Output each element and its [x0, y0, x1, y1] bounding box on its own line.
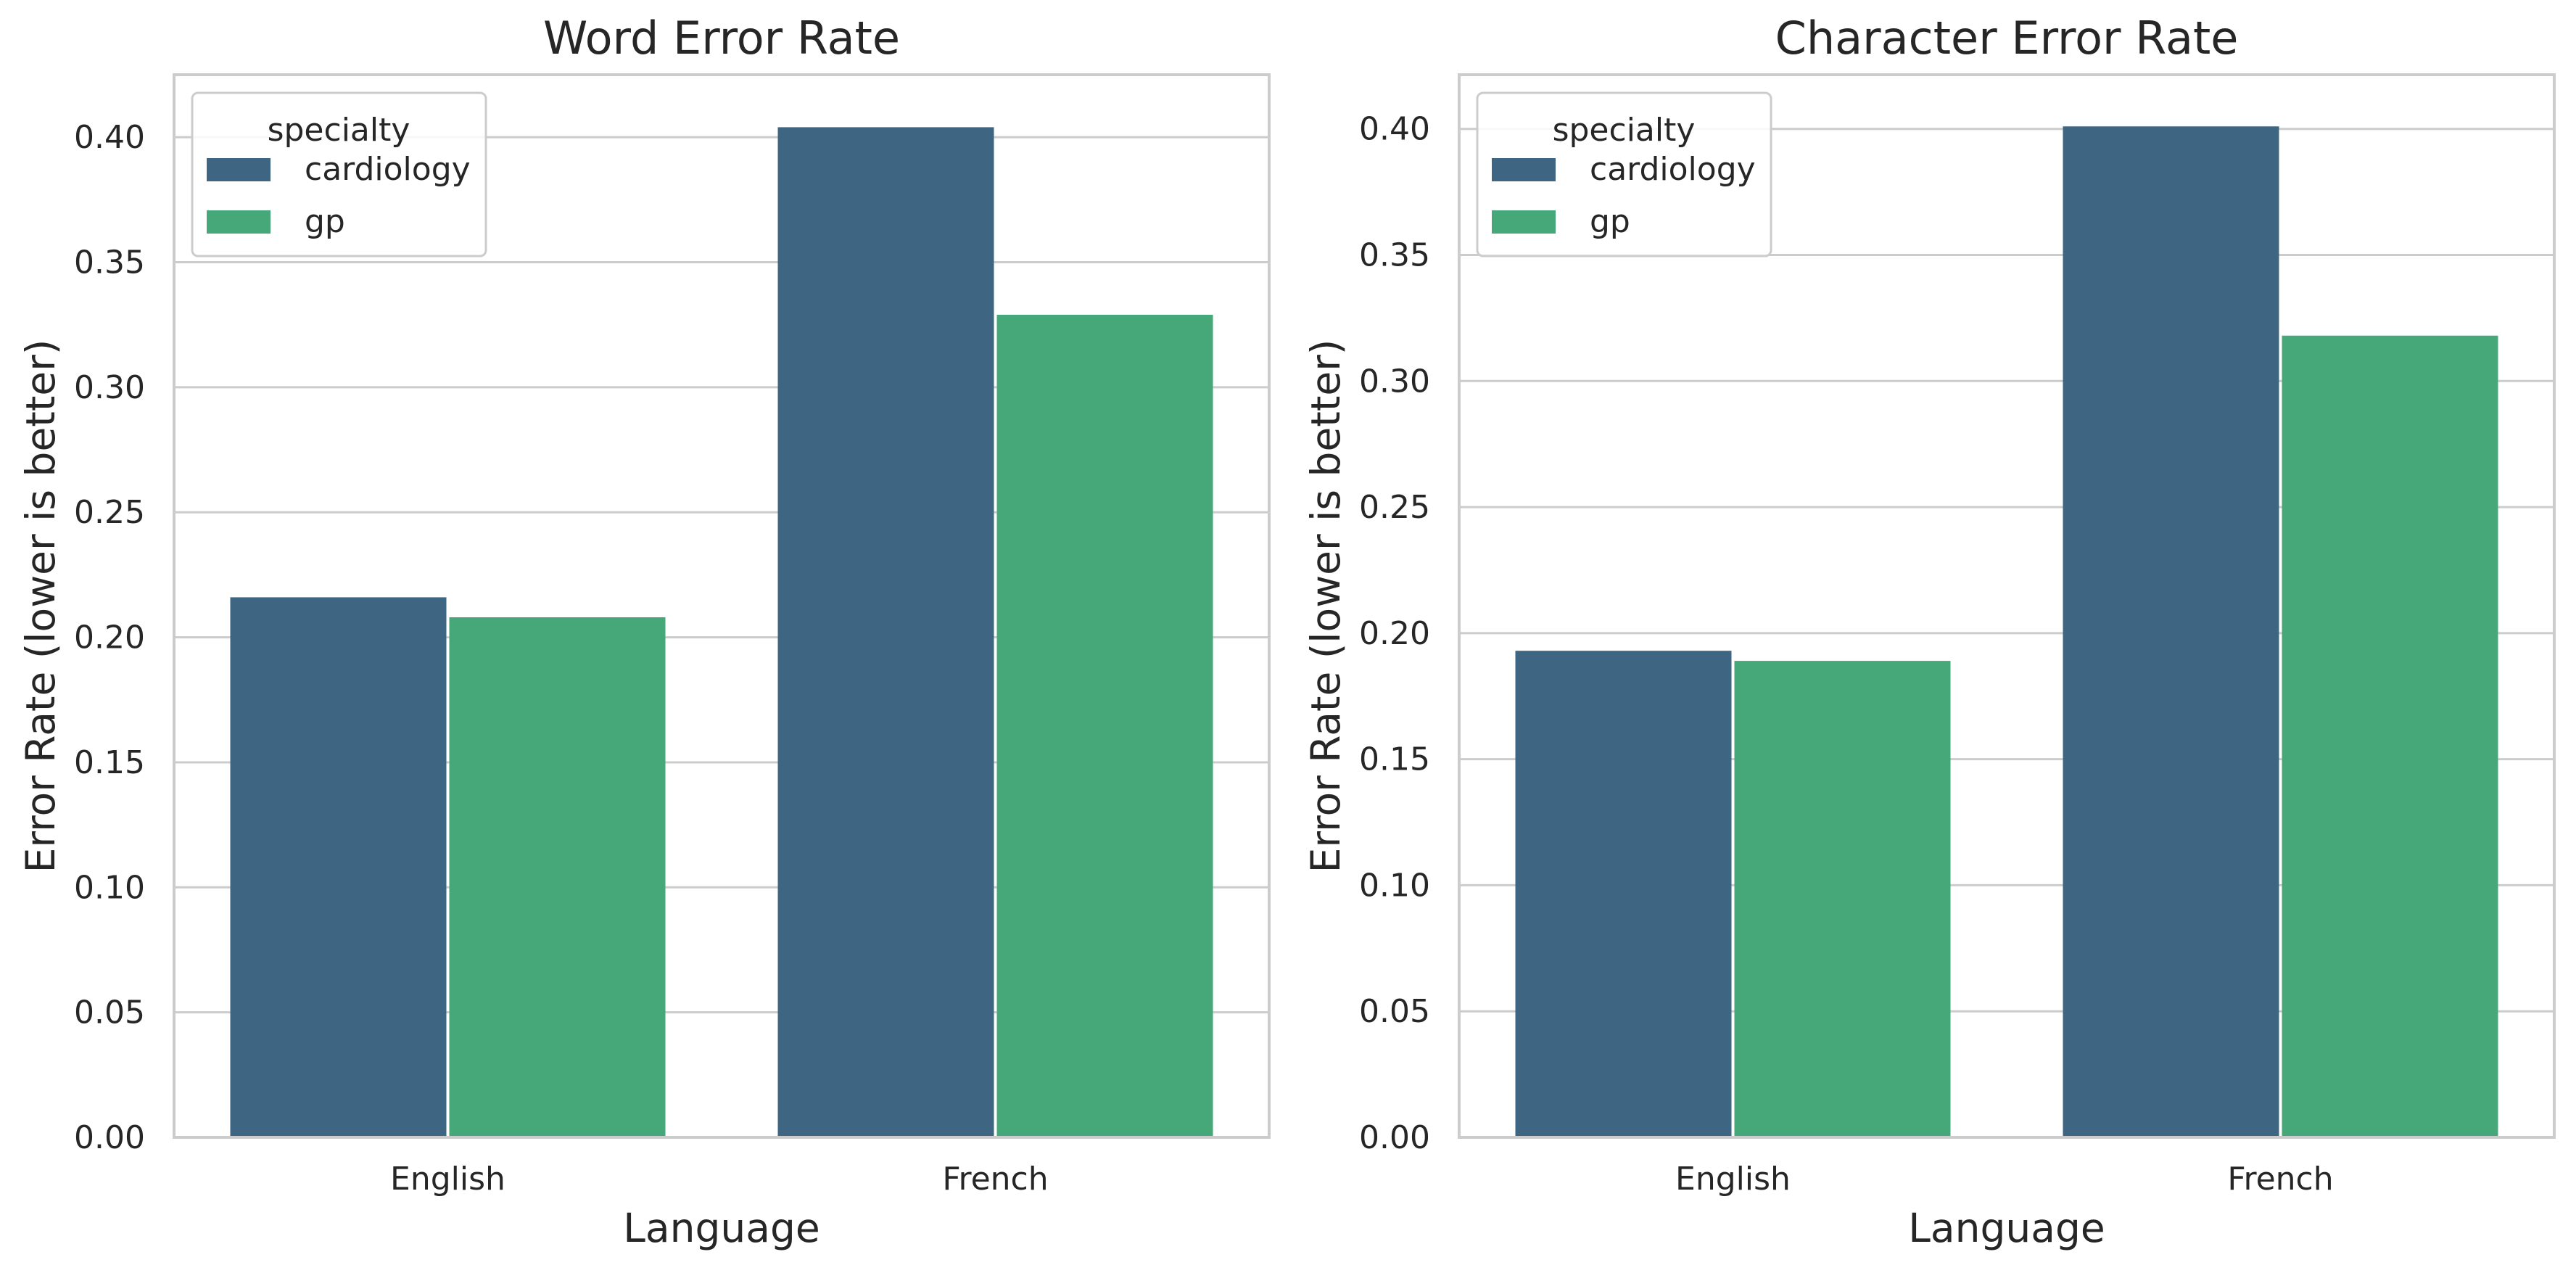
- y-tick-label: 0.05: [74, 994, 145, 1031]
- chart-title: Character Error Rate: [1775, 12, 2239, 65]
- y-tick-label: 0.40: [1359, 111, 1430, 148]
- legend-swatch-cardiology: [207, 158, 271, 181]
- y-tick-label: 0.30: [74, 369, 145, 406]
- bar-gp-french: [996, 314, 1213, 1138]
- legend-label-cardiology: cardiology: [305, 151, 471, 188]
- legend-swatch-gp: [207, 210, 271, 234]
- x-axis-label: Language: [1908, 1205, 2105, 1251]
- y-tick-label: 0.05: [1359, 993, 1430, 1030]
- y-axis-label: Error Rate (lower is better): [17, 339, 64, 873]
- bar-gp-english: [1734, 661, 1951, 1137]
- y-tick-label: 0.15: [74, 744, 145, 781]
- x-tick-label: English: [1675, 1161, 1791, 1198]
- bar-gp-english: [449, 617, 666, 1137]
- legend-swatch-gp: [1492, 210, 1556, 234]
- y-tick-label: 0.15: [1359, 741, 1430, 778]
- plot-frame: [1458, 73, 2556, 1139]
- bar-cardiology-french: [777, 127, 994, 1138]
- chart-panel-character-error-rate: 0.00 0.05 0.10 0.15 0.20 0.25 0.30 0.35 0.40 Engl…: [1303, 12, 2556, 1251]
- bar-gp-french: [2282, 335, 2498, 1137]
- y-tick-label: 0.25: [1359, 489, 1430, 526]
- y-tick-label: 0.10: [74, 869, 145, 906]
- y-tick-label: 0.25: [74, 494, 145, 531]
- bar-cardiology-english: [1515, 651, 1732, 1137]
- bar-cardiology-english: [230, 597, 447, 1137]
- legend-swatch-cardiology: [1492, 158, 1556, 181]
- x-tick-label: French: [942, 1161, 1048, 1198]
- y-tick-label: 0.30: [1359, 363, 1430, 400]
- legend-title: specialty: [1553, 112, 1696, 149]
- y-tick-label: 0.10: [1359, 867, 1430, 904]
- y-axis-label: Error Rate (lower is better): [1303, 339, 1349, 873]
- y-tick-label: 0.20: [1359, 615, 1430, 652]
- bar-cardiology-french: [2063, 126, 2279, 1138]
- y-tick-label: 0.35: [1359, 237, 1430, 274]
- chart-title: Word Error Rate: [543, 12, 900, 65]
- y-tick-label: 0.20: [74, 619, 145, 656]
- legend-label-gp: gp: [305, 203, 345, 240]
- legend-label-gp: gp: [1590, 203, 1630, 240]
- x-tick-label: English: [390, 1161, 505, 1198]
- chart-panel-word-error-rate: 0.00 0.05 0.10 0.15 0.20 0.25 0.30 0.35 0.40 Engl…: [17, 12, 1271, 1251]
- y-tick-label: 0.35: [74, 244, 145, 281]
- y-tick-label: 0.40: [74, 119, 145, 156]
- x-axis-label: Language: [623, 1205, 820, 1251]
- y-tick-label: 0.00: [74, 1119, 145, 1156]
- legend-title: specialty: [268, 112, 410, 149]
- x-tick-label: French: [2227, 1161, 2333, 1198]
- legend-label-cardiology: cardiology: [1590, 151, 1756, 188]
- y-tick-label: 0.00: [1359, 1119, 1430, 1156]
- plot-frame: [173, 73, 1271, 1139]
